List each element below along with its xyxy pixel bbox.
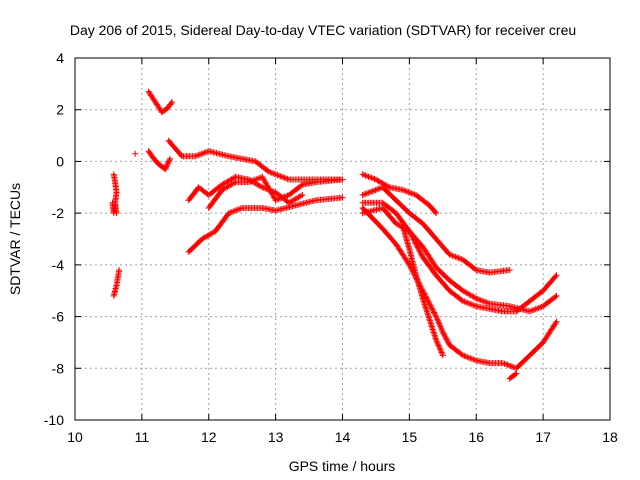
marker-series-arc-d — [132, 150, 139, 157]
y-tick-label: -2 — [52, 205, 65, 221]
x-tick-label: 13 — [268, 429, 284, 445]
data-markers — [109, 88, 560, 382]
y-tick-label: -6 — [52, 309, 65, 325]
y-tick-label: 0 — [56, 153, 64, 169]
y-axis-label: SDTVAR / TECUs — [7, 183, 23, 295]
marker-series-arc-q — [506, 370, 520, 382]
marker-series-arc-k — [359, 171, 440, 217]
marker-series-arc-n — [359, 205, 560, 315]
grid-lines — [75, 58, 610, 420]
x-tick-label: 17 — [535, 429, 551, 445]
marker-series-arc-p — [399, 223, 446, 359]
y-tick-label: 4 — [56, 50, 64, 66]
marker-series-arc-b — [109, 199, 119, 217]
x-tick-label: 16 — [468, 429, 484, 445]
marker-series-arc-i — [185, 194, 346, 255]
axis-ticks — [74, 57, 611, 421]
marker-series-arc-c — [110, 267, 123, 299]
y-tick-label: -4 — [52, 257, 65, 273]
x-tick-label: 12 — [201, 429, 217, 445]
x-axis-label: GPS time / hours — [289, 458, 396, 474]
marker-series-arc-g — [165, 137, 346, 183]
x-tick-label: 10 — [67, 429, 83, 445]
y-tick-label: -8 — [52, 360, 65, 376]
marker-series-arc-l — [359, 184, 513, 276]
y-tick-label: 2 — [56, 102, 64, 118]
y-tick-label: -10 — [44, 412, 64, 428]
x-tick-label: 11 — [135, 429, 150, 445]
marker-series-arc-e — [145, 88, 175, 116]
marker-series-arc-f — [145, 148, 173, 173]
x-tick-label: 15 — [402, 429, 418, 445]
tick-labels: 10 11 12 13 14 15 16 17 18 4 2 0 -2 -4 -6 -8 -10 — [44, 50, 618, 445]
marker-series-arc-j — [205, 173, 346, 211]
x-tick-label: 18 — [602, 429, 618, 445]
marker-series-arc-m — [359, 199, 560, 315]
x-tick-label: 14 — [335, 429, 351, 445]
chart-title: Day 206 of 2015, Sidereal Day-to-day VTE… — [70, 22, 576, 38]
